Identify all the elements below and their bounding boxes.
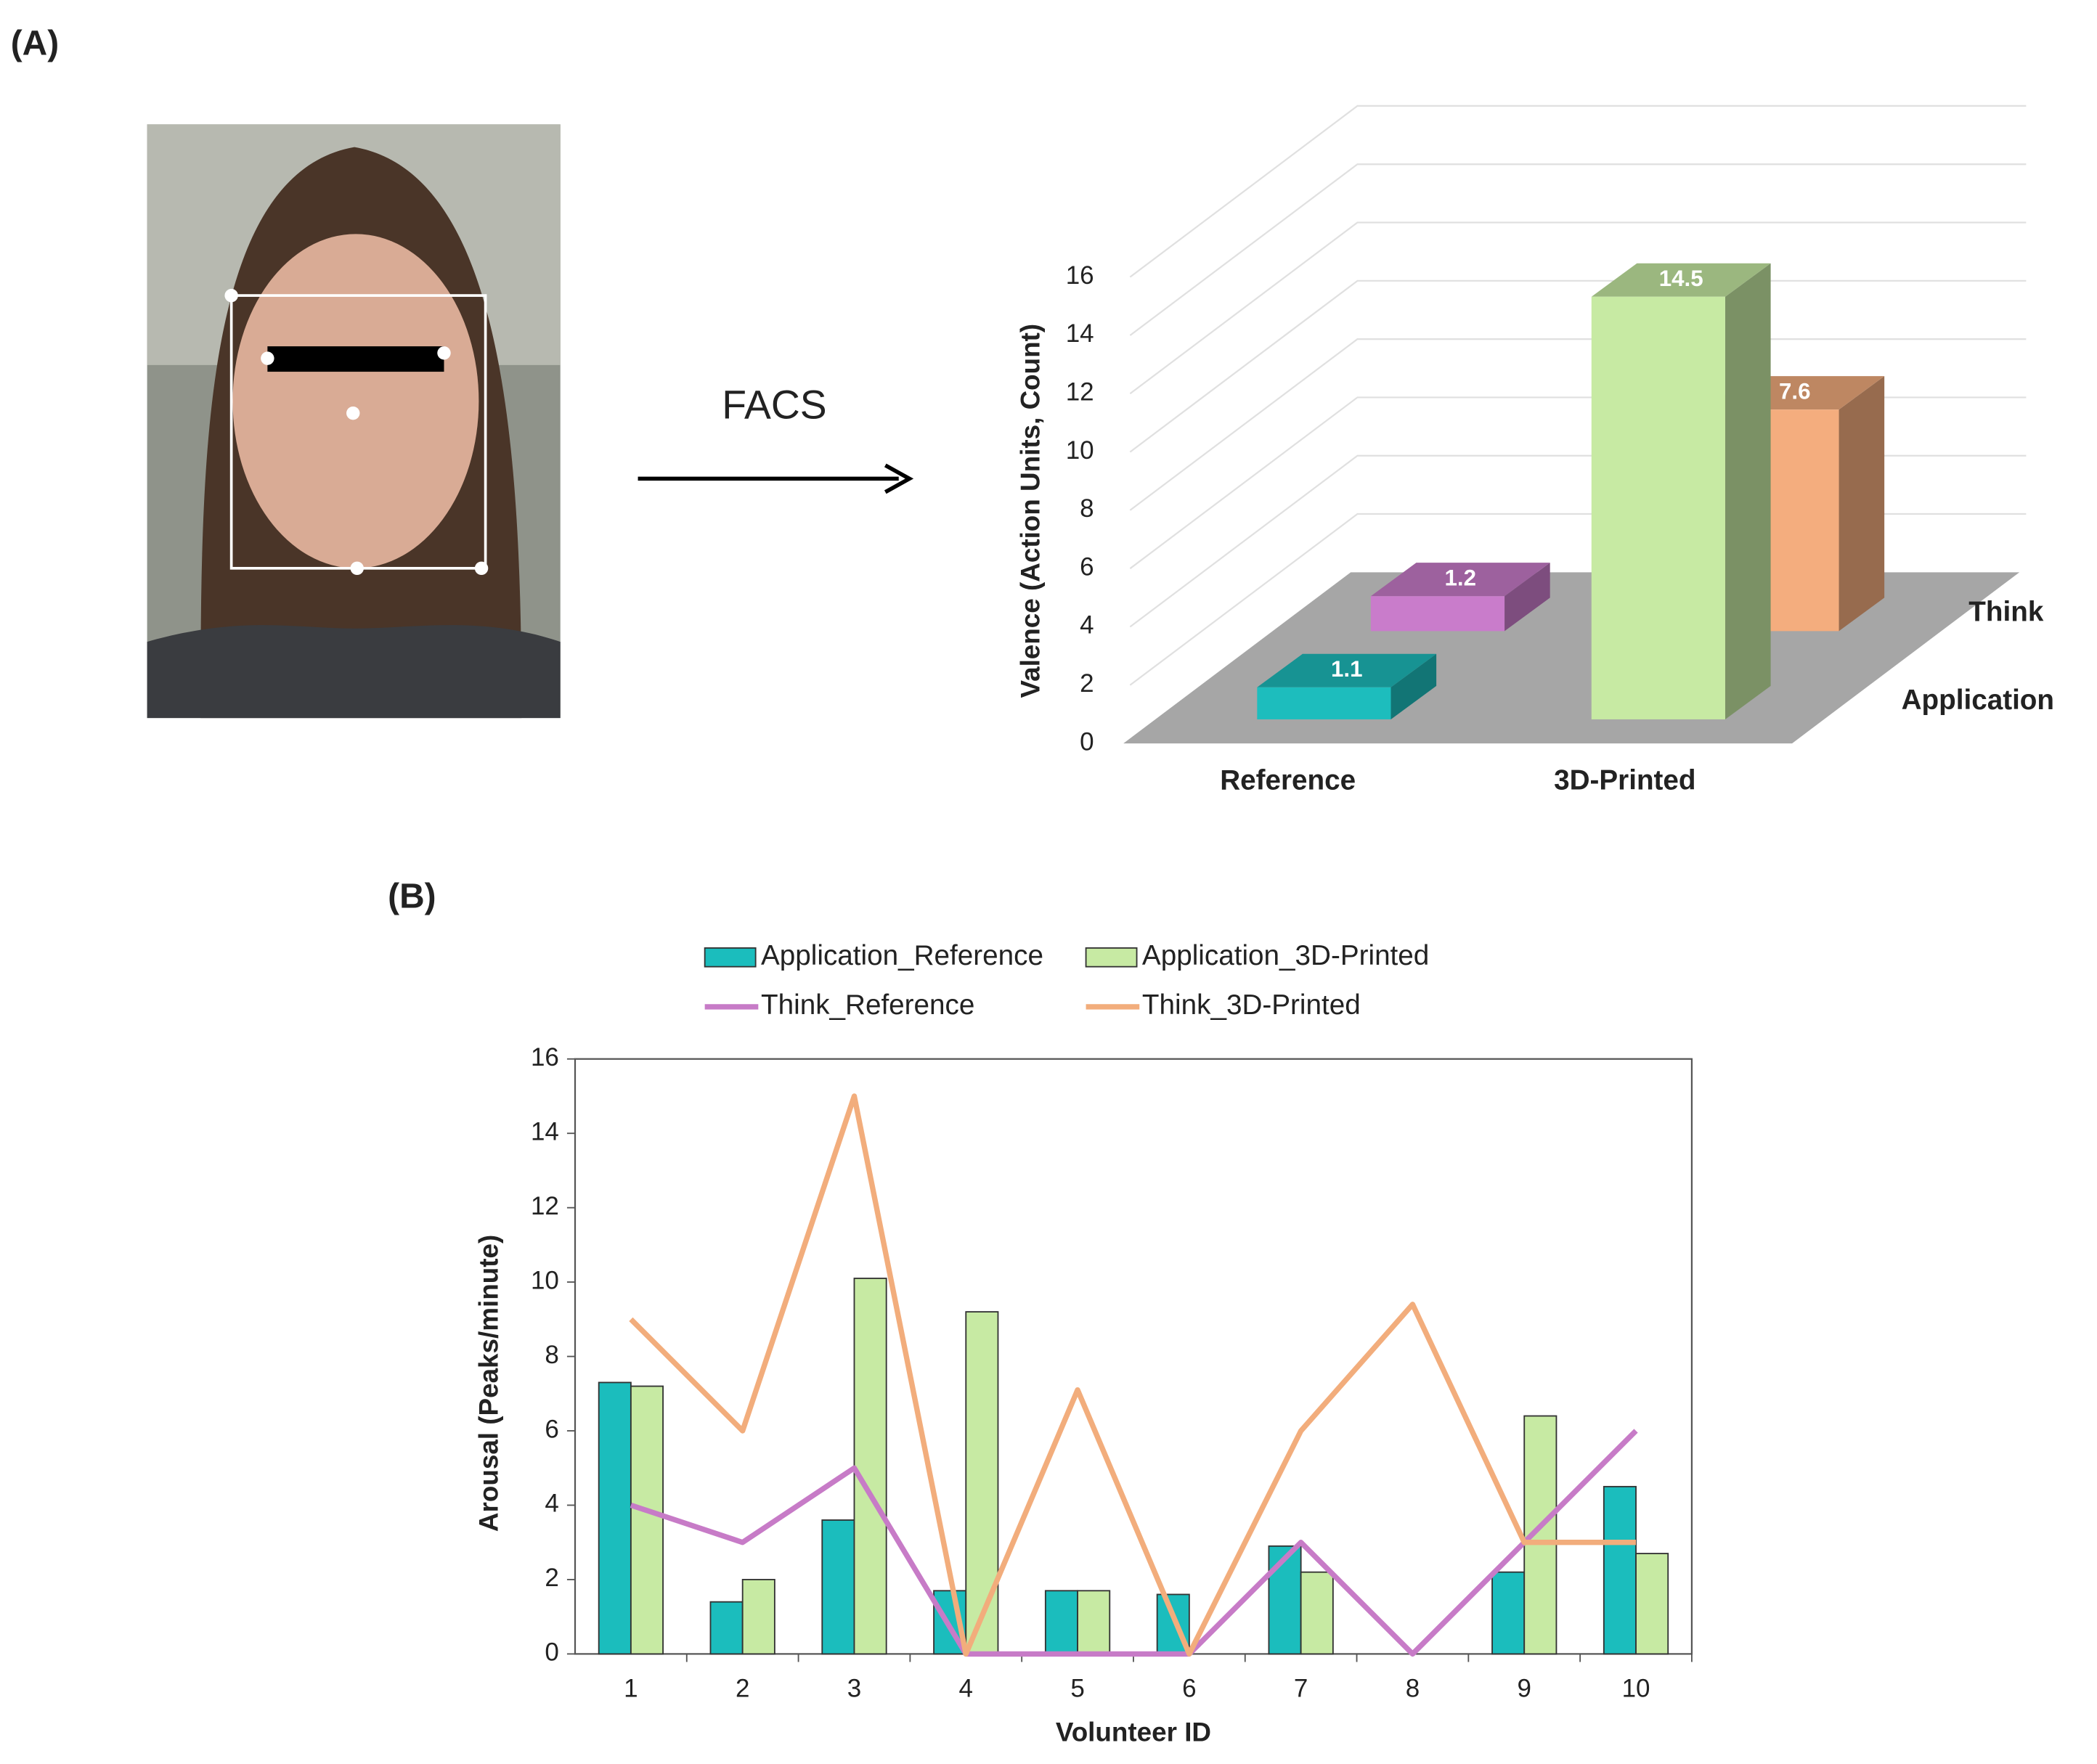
- chart-a: 0 2 4 6 8 10 12 14 16 Valence (Action Units, Coun…: [1016, 105, 2054, 796]
- y-tick-label: 8: [1080, 494, 1094, 523]
- line: [630, 1429, 1638, 1657]
- line: [629, 1093, 1637, 1657]
- grid-line: [1129, 105, 2027, 278]
- bar-top: [1591, 263, 1771, 297]
- bar: [630, 1385, 664, 1655]
- arrow-label: FACS: [722, 382, 826, 427]
- x-tick-label: 10: [1622, 1674, 1650, 1702]
- panel-label: (A): [11, 24, 59, 62]
- legend-label: Think_3D-Printed: [1142, 989, 1361, 1021]
- bar-side: [1725, 263, 1771, 719]
- y-tick-label: 2: [1080, 669, 1094, 698]
- x-tick-label: 3: [847, 1674, 861, 1702]
- x-tick-label: 1: [624, 1674, 638, 1702]
- y-tick-label: 10: [531, 1266, 559, 1294]
- y-axis-label: Arousal (Peaks/minute): [474, 1235, 504, 1532]
- bar-side: [1839, 376, 1885, 632]
- grid-line: [1129, 396, 2027, 570]
- legend-label: Application_Reference: [761, 940, 1043, 971]
- bar-side: [1390, 653, 1437, 719]
- x-tick-label: 3D-Printed: [1554, 765, 1695, 796]
- y-tick-label: 6: [545, 1415, 558, 1443]
- y-tick-label: 14: [1066, 319, 1094, 348]
- x-axis-label: Volunteer ID: [1056, 1718, 1211, 1747]
- x-tick-label: 4: [959, 1674, 973, 1702]
- panel-label: (B): [388, 877, 436, 915]
- bar-top: [1370, 563, 1550, 597]
- bar-side: [1504, 563, 1550, 632]
- x-tick-label: 2: [736, 1674, 749, 1702]
- bar: [1635, 1553, 1669, 1655]
- y-tick-label: 12: [1066, 378, 1094, 407]
- grid-line: [1129, 163, 2027, 336]
- bar: [741, 1579, 775, 1655]
- bar: [1370, 596, 1505, 632]
- y-tick-label: 0: [545, 1638, 558, 1667]
- data-label: 14.5: [1659, 266, 1703, 291]
- y-tick-label: 6: [1080, 552, 1094, 581]
- grid-line: [1129, 221, 2027, 395]
- bar: [1491, 1571, 1526, 1655]
- x-tick-label: 5: [1070, 1674, 1084, 1702]
- y-tick-label: 12: [531, 1192, 559, 1220]
- bar: [1603, 1485, 1637, 1655]
- legend-swatch: [1085, 947, 1138, 968]
- bar: [1044, 1590, 1078, 1655]
- data-label: 7.6: [1779, 378, 1811, 404]
- bar: [1257, 687, 1391, 719]
- legend-swatch: [704, 947, 757, 968]
- y-tick-label: 4: [545, 1490, 558, 1518]
- x-tick-label: 8: [1406, 1674, 1420, 1702]
- legend-label: Application_3D-Printed: [1142, 940, 1429, 971]
- bar: [1300, 1571, 1334, 1655]
- bar: [598, 1381, 632, 1655]
- data-label: 1.1: [1331, 656, 1363, 682]
- bar: [709, 1601, 744, 1655]
- y-tick-label: 16: [531, 1043, 559, 1071]
- x-tick-label: 9: [1517, 1674, 1531, 1702]
- x-tick-label: 7: [1294, 1674, 1308, 1702]
- y-tick-label: 2: [545, 1564, 558, 1592]
- y-axis-label: Valence (Action Units, Count): [1016, 324, 1046, 698]
- bar: [821, 1519, 855, 1655]
- arrow: [638, 463, 914, 494]
- legend-label: Think_Reference: [761, 989, 974, 1021]
- data-label: 1.2: [1445, 565, 1477, 590]
- y-tick-label: 10: [1066, 436, 1094, 465]
- x-tick-label: 6: [1182, 1674, 1196, 1702]
- y-tick-label: 0: [1080, 727, 1094, 756]
- grid-line: [1129, 279, 2027, 453]
- y-tick-label: 16: [1066, 261, 1094, 290]
- depth-label: Application: [1902, 685, 2054, 716]
- x-tick-label: Reference: [1220, 765, 1356, 796]
- y-tick-label: 8: [545, 1341, 558, 1369]
- y-tick-label: 4: [1080, 611, 1094, 640]
- bar: [1591, 296, 1725, 719]
- bar: [1077, 1590, 1111, 1655]
- grid-line: [1129, 338, 2027, 511]
- bar: [965, 1311, 999, 1655]
- face-photo: [147, 124, 561, 719]
- y-tick-label: 14: [531, 1117, 559, 1146]
- bar: [1268, 1545, 1302, 1655]
- bar: [853, 1278, 887, 1655]
- bar-top: [1257, 653, 1437, 687]
- depth-label: Think: [1968, 597, 2044, 628]
